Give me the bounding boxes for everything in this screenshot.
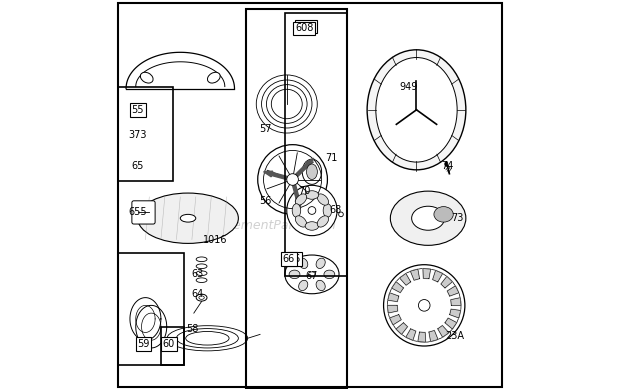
- Bar: [118, 87, 172, 181]
- Text: 949: 949: [399, 82, 418, 92]
- Polygon shape: [433, 270, 443, 282]
- Text: 655: 655: [128, 207, 147, 218]
- Text: 68: 68: [329, 206, 341, 216]
- Text: 66: 66: [283, 254, 295, 264]
- Text: 70: 70: [298, 186, 311, 196]
- Polygon shape: [451, 298, 461, 305]
- Ellipse shape: [445, 162, 448, 167]
- FancyArrow shape: [296, 158, 314, 177]
- Ellipse shape: [287, 174, 298, 185]
- Bar: [246, 9, 347, 388]
- Ellipse shape: [295, 194, 307, 205]
- Ellipse shape: [303, 159, 322, 184]
- Text: 55: 55: [131, 105, 144, 115]
- Polygon shape: [429, 330, 438, 342]
- Ellipse shape: [180, 215, 196, 222]
- FancyArrow shape: [293, 185, 301, 209]
- Polygon shape: [389, 315, 401, 325]
- Polygon shape: [400, 273, 410, 285]
- Ellipse shape: [412, 206, 445, 230]
- Ellipse shape: [140, 72, 153, 83]
- Ellipse shape: [289, 270, 300, 278]
- Polygon shape: [418, 332, 425, 342]
- Polygon shape: [392, 282, 404, 292]
- Polygon shape: [447, 286, 459, 296]
- Ellipse shape: [376, 58, 457, 162]
- Ellipse shape: [391, 191, 466, 245]
- Ellipse shape: [287, 185, 337, 236]
- Ellipse shape: [309, 272, 316, 277]
- Text: 60: 60: [162, 339, 175, 349]
- Ellipse shape: [208, 72, 220, 83]
- Ellipse shape: [317, 216, 329, 227]
- Polygon shape: [445, 318, 457, 329]
- Ellipse shape: [305, 191, 319, 199]
- Ellipse shape: [292, 204, 301, 217]
- Ellipse shape: [367, 50, 466, 170]
- Text: eReplacementParts.com: eReplacementParts.com: [184, 220, 336, 232]
- FancyBboxPatch shape: [132, 201, 155, 224]
- Ellipse shape: [196, 294, 207, 301]
- Bar: [161, 327, 184, 365]
- Polygon shape: [438, 326, 449, 337]
- Text: 71: 71: [325, 153, 337, 163]
- Ellipse shape: [317, 194, 329, 205]
- Polygon shape: [388, 293, 399, 301]
- Text: 74: 74: [441, 161, 454, 171]
- Text: 66: 66: [288, 254, 301, 264]
- Polygon shape: [450, 309, 461, 318]
- Bar: [118, 253, 184, 365]
- Text: 373: 373: [128, 130, 147, 140]
- Text: 65: 65: [131, 161, 144, 171]
- Text: 608: 608: [297, 21, 316, 32]
- Text: 56: 56: [259, 196, 272, 206]
- Text: 1016: 1016: [203, 234, 228, 245]
- Ellipse shape: [306, 164, 317, 179]
- Polygon shape: [396, 323, 407, 334]
- Text: 57: 57: [259, 124, 272, 134]
- Polygon shape: [441, 277, 453, 288]
- Polygon shape: [410, 269, 420, 280]
- Ellipse shape: [299, 280, 308, 291]
- Ellipse shape: [339, 212, 343, 217]
- Polygon shape: [388, 305, 397, 313]
- Text: 73: 73: [451, 213, 463, 223]
- Ellipse shape: [258, 145, 327, 214]
- Ellipse shape: [418, 300, 430, 311]
- Ellipse shape: [323, 204, 332, 217]
- FancyArrow shape: [264, 171, 287, 179]
- Ellipse shape: [305, 222, 319, 230]
- Ellipse shape: [299, 258, 308, 268]
- Text: 608: 608: [295, 23, 313, 34]
- Ellipse shape: [434, 207, 453, 222]
- Text: 64: 64: [192, 289, 204, 299]
- Ellipse shape: [285, 255, 339, 294]
- Polygon shape: [423, 269, 431, 279]
- Text: 23A: 23A: [446, 332, 465, 341]
- Text: 67: 67: [306, 271, 318, 281]
- Text: 58: 58: [186, 324, 198, 333]
- Ellipse shape: [295, 216, 307, 227]
- Text: 63: 63: [192, 269, 204, 279]
- Ellipse shape: [308, 207, 316, 215]
- Ellipse shape: [138, 193, 238, 243]
- Ellipse shape: [316, 258, 326, 268]
- Ellipse shape: [384, 265, 465, 346]
- Ellipse shape: [199, 296, 204, 300]
- Ellipse shape: [324, 270, 335, 278]
- Text: 59: 59: [137, 339, 149, 349]
- Bar: [285, 13, 347, 277]
- Ellipse shape: [316, 280, 326, 291]
- Polygon shape: [406, 329, 416, 340]
